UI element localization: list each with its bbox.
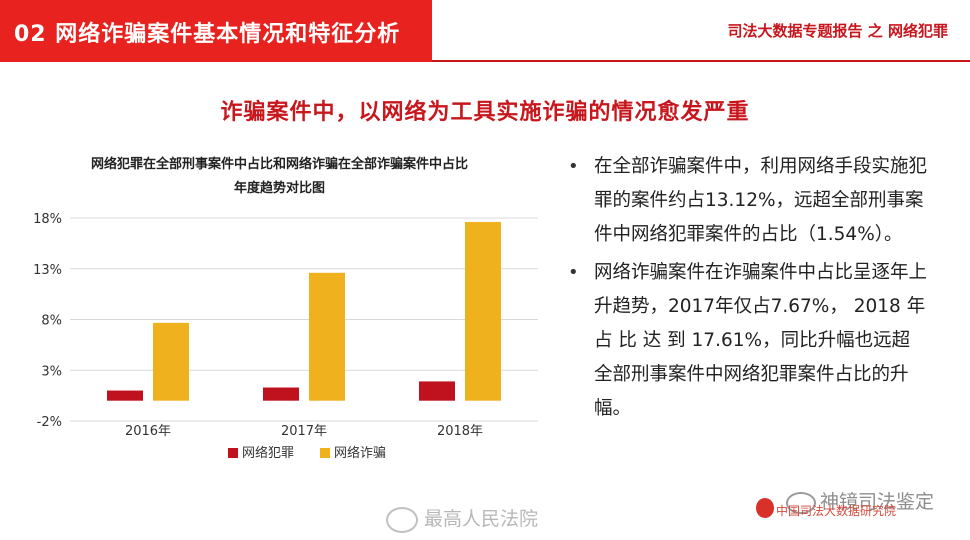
slide-headline: 诈骗案件中，以网络为工具实施诈骗的情况愈发严重: [220, 100, 750, 125]
bullet-text: 网络诈骗案件在诈骗案件中占比呈逐年上升趋势，2017年仅占7.67%， 2018…: [594, 262, 928, 419]
section-header-band: 02 网络诈骗案件基本情况和特征分析: [0, 0, 432, 62]
bullet-text: 在全部诈骗案件中，利用网络手段实施犯罪的案件约占13.12%，远超全部刑事案件中…: [594, 156, 928, 245]
weibo-watermark: 最高人民法院: [386, 504, 538, 533]
bar-网络诈骗: [465, 221, 501, 401]
legend-swatch: [320, 448, 330, 458]
report-title: 司法大数据专题报告 之 网络犯罪: [727, 22, 948, 40]
weibo-icon: [386, 506, 418, 533]
wechat-icon: [786, 491, 816, 514]
wechat-watermark: 神镜司法鉴定: [786, 487, 934, 514]
bar-网络犯罪: [263, 387, 299, 401]
x-tick-label: 2016年: [125, 424, 171, 439]
legend-label: 网络犯罪: [242, 445, 294, 461]
y-tick-label: 13%: [33, 263, 62, 278]
x-tick-label: 2018年: [437, 424, 483, 439]
bullet-item: • 网络诈骗案件在诈骗案件中占比呈逐年上升趋势，2017年仅占7.67%， 20…: [568, 256, 928, 426]
chart-subtitle: 年度趋势对比图: [233, 181, 325, 196]
y-tick-label: -2%: [37, 415, 62, 430]
bar-网络犯罪: [419, 381, 455, 401]
court-emblem-icon: [756, 498, 774, 518]
legend-label: 网络诈骗: [334, 445, 386, 461]
legend-swatch: [228, 448, 238, 458]
bullet-list: • 在全部诈骗案件中，利用网络手段实施犯罪的案件约占13.12%，远超全部刑事案…: [568, 150, 928, 430]
bar-网络诈骗: [153, 322, 189, 401]
institute-watermark: 中国司法大数据研究院: [776, 504, 897, 518]
weibo-watermark-text: 最高人民法院: [424, 508, 539, 530]
wechat-watermark-text: 神镜司法鉴定: [820, 491, 935, 513]
bullet-dot: •: [568, 262, 579, 283]
bullet-item: • 在全部诈骗案件中，利用网络手段实施犯罪的案件约占13.12%，远超全部刑事案…: [568, 150, 928, 252]
section-title: 02 网络诈骗案件基本情况和特征分析: [14, 22, 401, 47]
bullet-dot: •: [568, 156, 579, 177]
header-rule: [432, 60, 970, 62]
y-tick-label: 18%: [33, 212, 62, 227]
x-tick-label: 2017年: [281, 424, 327, 439]
y-tick-label: 3%: [41, 364, 62, 379]
bar-网络诈骗: [309, 272, 345, 401]
chart-container: 网络犯罪在全部刑事案件中占比和网络诈骗在全部诈骗案件中占比 年度趋势对比图 18…: [16, 143, 543, 491]
bar-网络犯罪: [107, 390, 143, 401]
y-tick-label: 8%: [41, 314, 62, 329]
chart-title: 网络犯罪在全部刑事案件中占比和网络诈骗在全部诈骗案件中占比: [90, 157, 468, 172]
chart-title-block: 网络犯罪在全部刑事案件中占比和网络诈骗在全部诈骗案件中占比 年度趋势对比图: [16, 153, 543, 201]
